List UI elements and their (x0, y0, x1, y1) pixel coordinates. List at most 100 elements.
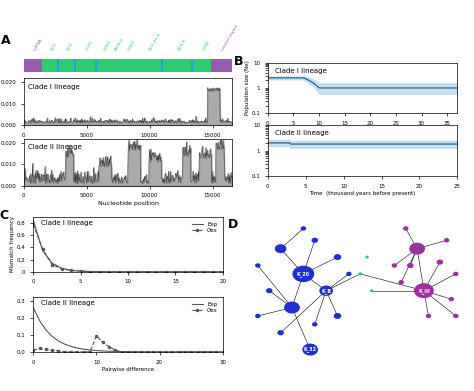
Circle shape (320, 286, 332, 295)
Exp (100, 349, 106, 353)
Obs (30, 348, 36, 353)
Text: CYTB: CYTB (202, 40, 211, 52)
Circle shape (312, 239, 317, 242)
Exp (182, 269, 188, 274)
Text: ND3-4L-4: ND3-4L-4 (148, 32, 161, 52)
Circle shape (256, 314, 260, 317)
Exp (214, 350, 219, 354)
Bar (109, 59, 119, 72)
Obs (157, 350, 163, 354)
Obs (182, 269, 188, 274)
Obs (176, 350, 182, 354)
Circle shape (454, 314, 458, 317)
Bar (192, 59, 211, 72)
Text: A: A (1, 34, 10, 47)
Text: ND1: ND1 (50, 42, 58, 52)
Obs (49, 262, 55, 267)
Obs (125, 269, 131, 274)
Obs (59, 266, 64, 271)
Exp (49, 261, 55, 265)
Text: ND2: ND2 (66, 42, 74, 52)
Exp (157, 350, 163, 354)
Exp (36, 318, 42, 323)
Obs (144, 350, 150, 354)
Exp (163, 269, 169, 274)
Circle shape (335, 314, 340, 318)
Obs (97, 269, 102, 274)
Obs (68, 350, 74, 354)
Text: l-rRNA: l-rRNA (33, 38, 44, 52)
Obs (87, 350, 93, 354)
Obs (220, 350, 226, 354)
Obs (188, 350, 194, 354)
Obs (131, 350, 137, 354)
Obs (49, 348, 55, 353)
Exp (62, 342, 68, 346)
Text: C: C (0, 209, 8, 222)
Exp (55, 339, 61, 343)
Circle shape (392, 264, 396, 267)
Text: K_B: K_B (321, 288, 331, 294)
Text: Clade II lineage: Clade II lineage (28, 144, 82, 151)
Obs (144, 269, 150, 274)
Text: COX2: COX2 (103, 39, 112, 52)
Obs (191, 269, 197, 274)
Obs (182, 350, 188, 354)
Text: K_32: K_32 (304, 346, 317, 353)
Circle shape (438, 260, 442, 264)
Bar (24, 59, 43, 72)
Exp (30, 218, 36, 222)
Exp (144, 269, 150, 274)
Circle shape (347, 273, 351, 275)
Bar (59, 59, 74, 72)
Exp (163, 350, 169, 354)
Bar (211, 59, 232, 72)
Obs (135, 269, 140, 274)
Obs (106, 344, 112, 349)
Circle shape (256, 264, 260, 267)
Exp (30, 305, 36, 310)
Obs (30, 222, 36, 227)
Exp (173, 269, 178, 274)
Circle shape (454, 273, 458, 275)
Text: Clade I lineage: Clade I lineage (275, 68, 327, 74)
Text: D: D (228, 219, 238, 231)
Exp (169, 350, 175, 354)
Exp (210, 269, 216, 274)
Circle shape (427, 314, 430, 317)
Text: K_III: K_III (418, 288, 430, 294)
Exp (125, 269, 131, 274)
Obs (55, 348, 61, 353)
Text: Clade I lineage: Clade I lineage (28, 84, 80, 90)
Bar (161, 59, 164, 72)
Bar (164, 59, 191, 72)
Obs (195, 350, 201, 354)
Text: Clade II lineage: Clade II lineage (41, 300, 94, 306)
Exp (191, 269, 197, 274)
Exp (201, 269, 207, 274)
Obs (214, 350, 219, 354)
Exp (97, 269, 102, 274)
Bar (97, 59, 109, 72)
Exp (87, 269, 93, 274)
Circle shape (366, 256, 368, 258)
Obs (173, 269, 178, 274)
Exp (131, 350, 137, 354)
Circle shape (278, 331, 283, 335)
Text: ATP8-6: ATP8-6 (114, 37, 126, 52)
Text: Clade I lineage: Clade I lineage (41, 220, 92, 226)
Obs (210, 269, 216, 274)
Circle shape (313, 323, 317, 326)
Text: K_20: K_20 (297, 271, 310, 277)
Bar (43, 59, 57, 72)
Bar (134, 59, 161, 72)
Line: Obs: Obs (32, 335, 224, 353)
Y-axis label: Mismatch frequency: Mismatch frequency (10, 216, 15, 273)
Exp (40, 248, 46, 253)
Text: COX1: COX1 (85, 39, 95, 52)
Obs (201, 269, 207, 274)
X-axis label: Nucleotide position: Nucleotide position (98, 201, 158, 206)
Bar (191, 59, 192, 72)
Circle shape (303, 344, 318, 355)
Obs (62, 350, 68, 354)
